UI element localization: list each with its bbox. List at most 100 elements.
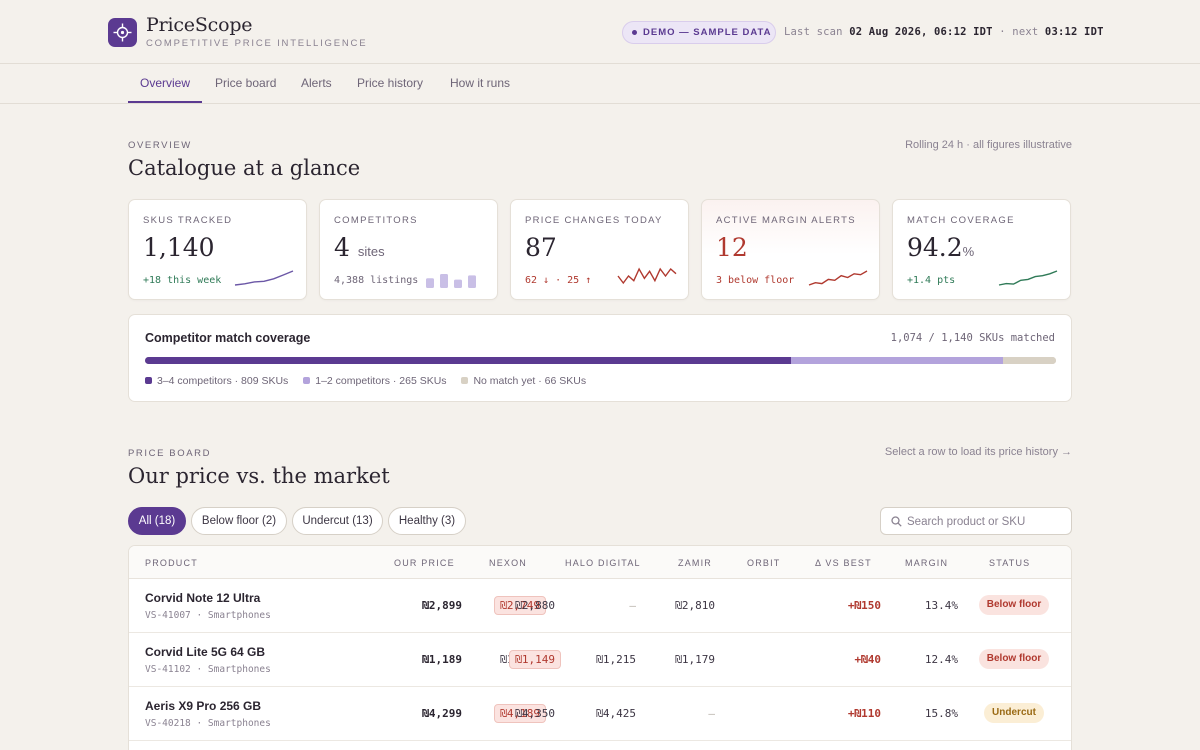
main-nav: Overview Price board Alerts Price histor… [0,64,1200,104]
product-sku: VS-41102 · Smartphones [145,664,271,675]
logo[interactable] [108,18,137,47]
col-status[interactable]: STATUS [989,558,1031,568]
kpi-value: 4 sites [334,233,385,262]
kpi-sub: 3 below floor [716,275,795,286]
mini-bar-chart [426,274,476,288]
kpi-label: PRICE CHANGES TODAY [525,215,663,226]
last-scan-label: Last scan [784,26,843,38]
product-name: Corvid Note 12 Ultra [145,591,261,605]
last-scan-value: 02 Aug 2026, 06:12 IDT [849,26,993,38]
table-row[interactable]: Corvid Lite 5G 64 GB VS-41102 · Smartphon… [129,633,1071,687]
next-scan-label: · next [999,26,1039,38]
kpi-label: ACTIVE MARGIN ALERTS [716,215,856,226]
kpi-skus-tracked[interactable]: SKUS TRACKED 1,140 +18 this week [128,199,307,300]
mini-bar [468,275,476,288]
scan-status: Last scan 02 Aug 2026, 06:12 IDT · next … [784,26,1104,38]
legend-item: 3–4 competitors · 809 SKUs [145,375,288,387]
product-name: Corvid Lite 5G 64 GB [145,645,266,659]
col-nexon[interactable]: NEXON [489,558,528,568]
kpi-unit: % [962,244,975,259]
tab-alerts[interactable]: Alerts [301,76,332,90]
cell-orbit: — [708,707,715,720]
active-tab-indicator [128,101,202,103]
cell-zamir: — [629,599,636,612]
cell-orbit: ₪1,179 [675,653,715,666]
cell-nexon: ₪4,189 [494,704,546,723]
sparkline [808,270,868,286]
col-orbit[interactable]: ORBIT [747,558,781,568]
search-input[interactable] [907,512,1067,532]
tab-how-it-runs[interactable]: How it runs [450,76,511,90]
price-table: PRODUCT OUR PRICE NEXON HALO DIGITAL ZAM… [128,545,1072,750]
overview-eyebrow: OVERVIEW [128,140,192,151]
filter-healthy[interactable]: Healthy (3) [388,507,466,535]
mini-bar [454,279,462,288]
kpi-value: 87 [525,233,557,262]
sparkline [234,270,294,286]
dot-icon [632,30,637,35]
kpi-unit: sites [357,244,385,259]
coverage-legend: 3–4 competitors · 809 SKUs 1–2 competito… [145,375,598,387]
cell-orbit: ₪2,810 [675,599,715,612]
sparkline-path [234,270,294,286]
board-title: Our price vs. the market [128,464,390,488]
col-product[interactable]: PRODUCT [145,558,198,568]
kpi-label: SKUS TRACKED [143,215,233,226]
product-name: Aeris X9 Pro 256 GB [145,699,262,713]
legend-item: No match yet · 66 SKUs [461,375,586,387]
app-header: PriceScope COMPETITIVE PRICE INTELLIGENC… [0,0,1200,64]
kpi-match-coverage[interactable]: MATCH COVERAGE 94.2% +1.4 pts [892,199,1071,300]
coverage-segment-3-4 [145,357,792,364]
sparkline-path [808,270,868,286]
table-row[interactable]: Corvid Note 12 Ultra VS-41007 · Smartphon… [129,579,1071,633]
mini-bar [440,274,448,288]
kpi-label: MATCH COVERAGE [907,215,1015,226]
col-our-price[interactable]: OUR PRICE [394,558,455,568]
kpi-margin-alerts[interactable]: ACTIVE MARGIN ALERTS 12 3 below floor [701,199,880,300]
kpi-sub: +1.4 pts [907,275,956,286]
cell-delta: +₪110 [847,707,881,720]
mini-bar [426,278,434,288]
col-halo-digital[interactable]: HALO DIGITAL [565,558,641,568]
cell-nexon: ₪2,749 [494,596,546,615]
cell-margin: 12.4% [924,653,958,666]
kpi-price-changes[interactable]: PRICE CHANGES TODAY 87 62 ↓ · 25 ↑ [510,199,689,300]
tab-price-history[interactable]: Price history [357,76,424,90]
filter-undercut[interactable]: Undercut (13) [292,507,383,535]
cell-zamir: ₪1,215 [596,653,636,666]
coverage-segment-none [1003,357,1056,364]
col-margin[interactable]: MARGIN [905,558,949,568]
search-box[interactable] [880,507,1072,535]
demo-badge: DEMO — SAMPLE DATA [622,21,776,44]
status-badge: Below floor [979,649,1049,669]
tab-price-board[interactable]: Price board [215,76,277,90]
cell-ours: ₪2,899 [422,599,462,612]
status-badge: Undercut [984,703,1044,723]
filter-below-floor[interactable]: Below floor (2) [191,507,287,535]
table-row[interactable]: Aeris X9 Pro 256 GB VS-40218 · Smartphone… [129,687,1071,741]
app-tagline: COMPETITIVE PRICE INTELLIGENCE [146,38,368,49]
coverage-bar [145,357,1056,364]
coverage-segment-1-2 [791,357,1004,364]
kpi-value: 1,140 [143,233,215,262]
cell-halo: ₪1,149 [509,650,561,669]
col-zamir[interactable]: ZAMIR [678,558,712,568]
sparkline-path [617,267,677,285]
legend-item: 1–2 competitors · 265 SKUs [303,375,447,387]
kpi-sub: 4,388 listings [334,275,419,286]
crosshair-icon [113,23,132,42]
cell-halo: ₪4,350 [515,707,555,720]
tab-overview[interactable]: Overview [140,76,191,90]
overview-note: Rolling 24 h · all figures illustrative [905,139,1072,151]
kpi-sub: +18 this week [143,275,222,286]
board-hint[interactable]: Select a row to load its price history → [884,446,1072,458]
next-scan-value: 03:12 IDT [1044,26,1104,38]
cell-delta: +₪150 [847,599,881,612]
filter-all[interactable]: All (18) [128,507,186,535]
kpi-competitors[interactable]: COMPETITORS 4 sites 4,388 listings [319,199,498,300]
cell-delta: +₪40 [854,653,882,666]
board-eyebrow: PRICE BOARD [128,448,212,459]
col-delta-vs-best[interactable]: Δ VS BEST [815,558,872,568]
sparkline-path [998,270,1058,286]
cell-margin: 15.8% [924,707,958,720]
